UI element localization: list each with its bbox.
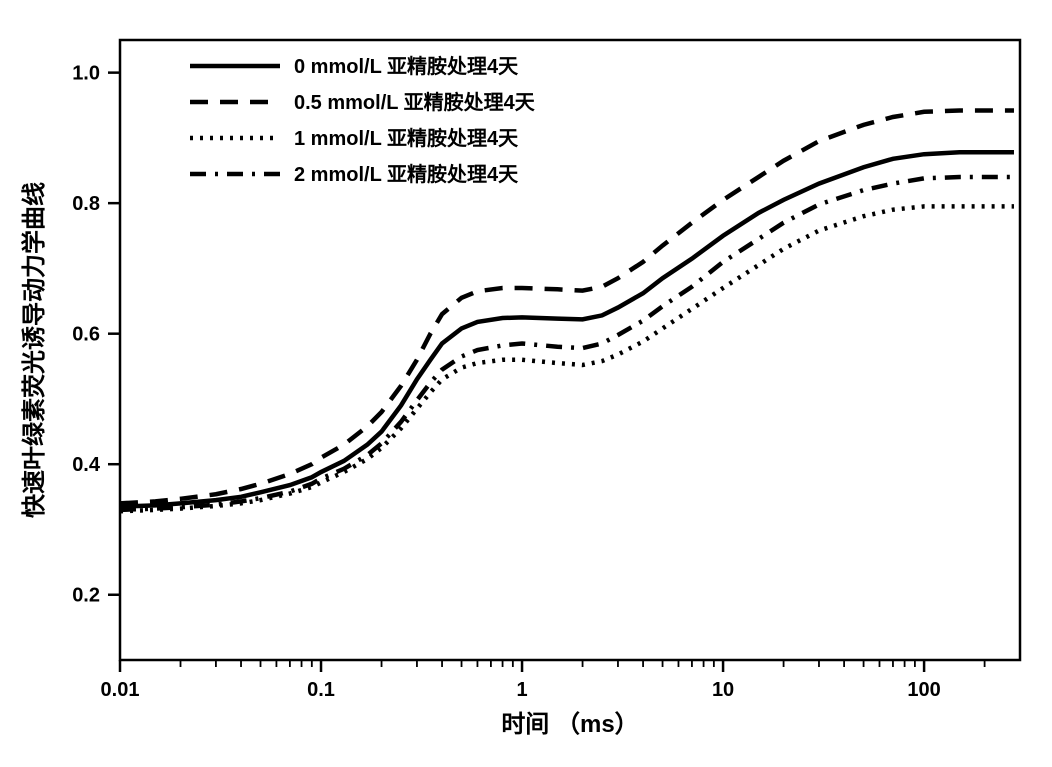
y-tick-label: 0.6 xyxy=(72,324,100,346)
x-tick-label: 0.1 xyxy=(307,679,335,701)
y-tick-label: 1.0 xyxy=(72,63,100,85)
chart-svg: 0.01 0.1 1 10 100 0.2 0.4 0.6 0.8 1.0 时间 （ms） 快速叶绿素… xyxy=(0,0,1052,767)
y-axis-label: 快速叶绿素荧光诱导动力学曲线 xyxy=(20,182,48,518)
x-tick-label: 1 xyxy=(516,679,527,701)
legend-label: 2 mmol/L 亚精胺处理4天 xyxy=(294,162,519,186)
y-tick-label: 0.2 xyxy=(72,585,100,607)
legend-label: 0.5 mmol/L 亚精胺处理4天 xyxy=(294,90,536,114)
y-tick-label: 0.8 xyxy=(72,193,100,215)
x-tick-label: 10 xyxy=(712,679,734,701)
x-tick-label: 100 xyxy=(907,679,940,701)
legend-label: 1 mmol/L 亚精胺处理4天 xyxy=(294,126,519,150)
x-tick-label: 0.01 xyxy=(101,679,140,701)
y-tick-label: 0.4 xyxy=(72,454,101,476)
legend-label: 0 mmol/L 亚精胺处理4天 xyxy=(294,54,519,78)
chart-container: 0.01 0.1 1 10 100 0.2 0.4 0.6 0.8 1.0 时间 （ms） 快速叶绿素… xyxy=(0,0,1052,767)
x-axis-label: 时间 （ms） xyxy=(501,711,638,738)
